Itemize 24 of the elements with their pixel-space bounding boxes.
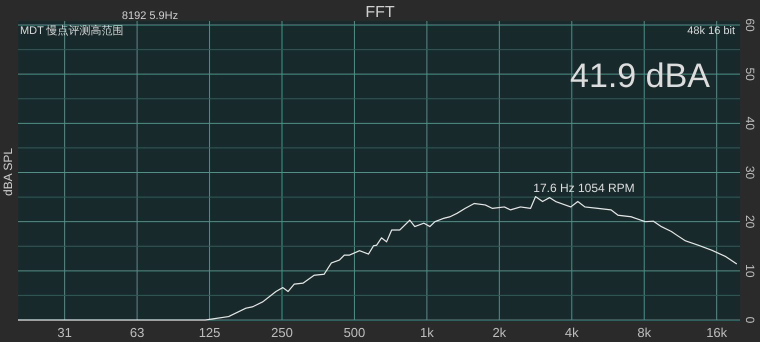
y-tick-label: 30 — [743, 166, 757, 180]
x-tick-label: 16k — [706, 325, 728, 340]
annotation: 41.9 dBA — [570, 57, 710, 95]
x-tick-label: 2k — [492, 325, 507, 340]
x-tick-label: 63 — [130, 325, 144, 340]
x-tick-label: 250 — [271, 325, 293, 340]
y-tick-label: 60 — [743, 18, 757, 32]
x-tick-label: 1k — [420, 325, 434, 340]
chart-title: FFT — [365, 4, 395, 21]
x-tick-label: 125 — [198, 325, 220, 340]
text: 8192 5.9Hz — [122, 10, 178, 22]
x-tick-label: 500 — [344, 325, 366, 340]
annotation: 17.6 Hz 1054 RPM — [533, 181, 635, 195]
y-tick-label: 0 — [743, 316, 757, 324]
y-tick-label: 40 — [743, 116, 757, 130]
x-tick-label: 4k — [564, 325, 580, 340]
y-tick-label: 50 — [743, 67, 757, 82]
annotation: 48k 16 bit — [687, 25, 735, 37]
annotation: MDT 慢点评测高范围 — [20, 24, 124, 37]
y-tick-label: 20 — [743, 214, 757, 229]
y-tick-label: 10 — [743, 264, 757, 278]
y-axis-title: dBA SPL — [1, 148, 15, 196]
x-tick-label: 31 — [57, 325, 72, 340]
x-tick-label: 8k — [637, 325, 652, 340]
